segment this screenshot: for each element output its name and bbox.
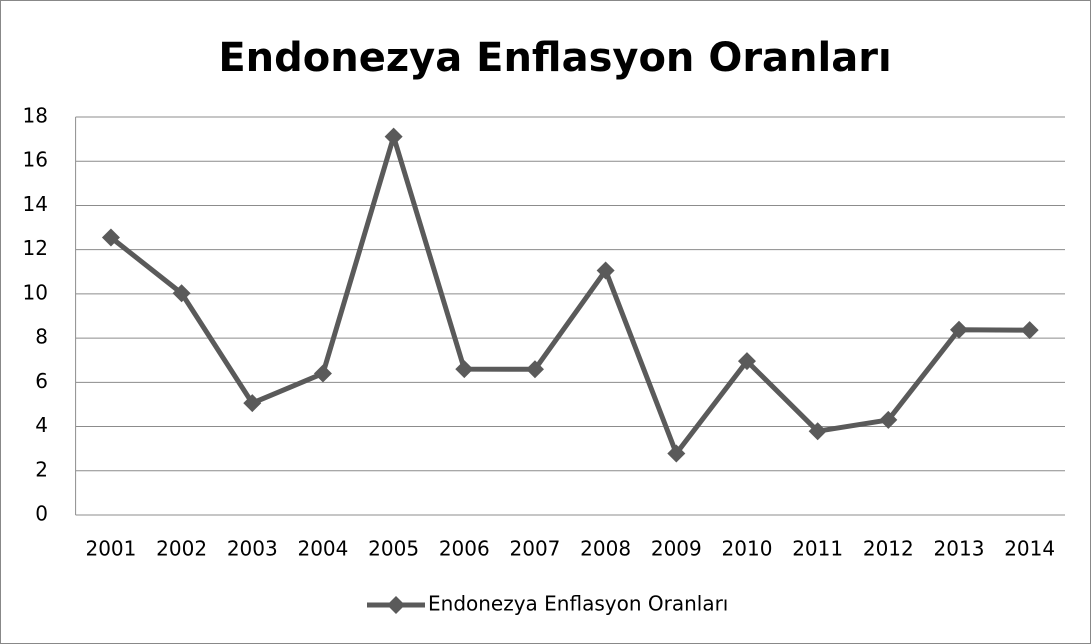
y-tick-label: 18 [23, 104, 48, 128]
x-tick-label: 2012 [863, 537, 914, 561]
x-tick-label: 2005 [368, 537, 419, 561]
x-tick-label: 2013 [934, 537, 985, 561]
data-point [879, 410, 898, 429]
x-tick-label: 2006 [439, 537, 490, 561]
x-tick-label: 2003 [227, 537, 278, 561]
y-tick-label: 10 [23, 280, 48, 304]
data-point [667, 444, 686, 463]
y-tick-label: 0 [35, 502, 48, 526]
y-tick-label: 6 [35, 369, 48, 393]
data-point [455, 360, 474, 379]
data-point [172, 284, 191, 303]
x-tick-label: 2002 [156, 537, 207, 561]
data-point [1020, 321, 1039, 340]
data-point [101, 228, 120, 247]
x-tick-label: 2001 [85, 537, 136, 561]
x-tick-label: 2004 [297, 537, 348, 561]
data-point [525, 360, 544, 379]
legend-label: Endonezya Enflasyon Oranları [428, 592, 728, 616]
data-point [596, 261, 615, 280]
y-tick-label: 16 [23, 148, 48, 172]
chart-title: Endonezya Enflasyon Oranları [218, 35, 891, 81]
x-tick-label: 2010 [722, 537, 773, 561]
y-tick-label: 12 [23, 236, 48, 260]
x-tick-label: 2009 [651, 537, 702, 561]
y-tick-label: 2 [35, 457, 48, 481]
legend-marker [387, 596, 405, 614]
x-tick-label: 2011 [792, 537, 843, 561]
data-point [313, 364, 332, 383]
data-point [384, 127, 403, 146]
x-tick-label: 2014 [1004, 537, 1055, 561]
y-tick-label: 4 [35, 413, 48, 437]
y-tick-label: 8 [35, 325, 48, 349]
y-tick-label: 14 [23, 192, 48, 216]
data-point [949, 320, 968, 339]
x-tick-label: 2008 [580, 537, 631, 561]
data-point [243, 394, 262, 413]
x-tick-label: 2007 [510, 537, 561, 561]
series-line [109, 134, 1030, 457]
data-point [808, 422, 827, 441]
data-point [737, 352, 756, 371]
